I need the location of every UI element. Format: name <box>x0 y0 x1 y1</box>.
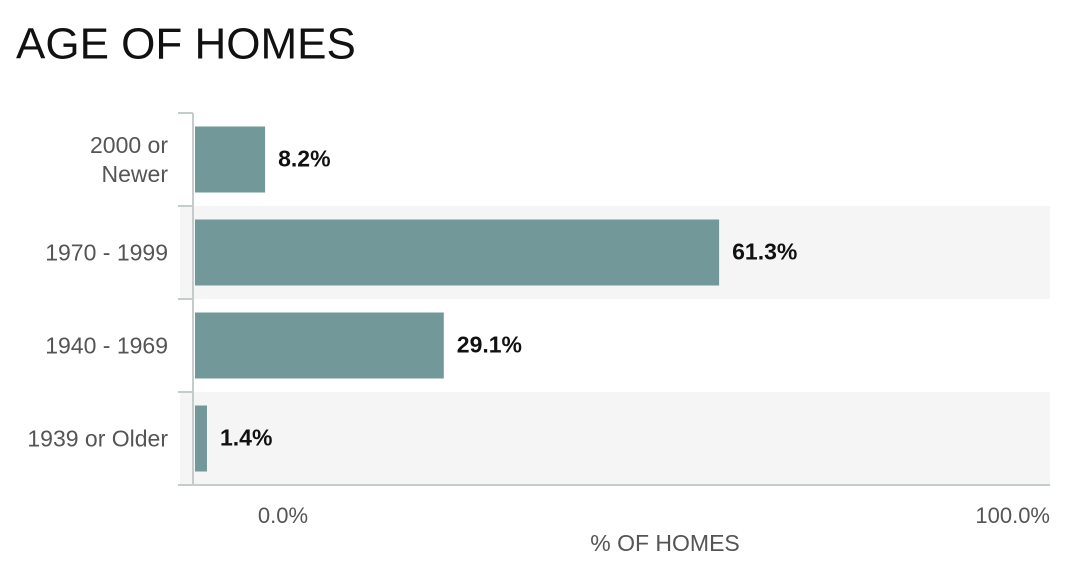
chart-title: AGE OF HOMES <box>16 20 356 69</box>
x-tick-label: 100.0% <box>975 503 1050 528</box>
row-background <box>180 392 1050 485</box>
y-tick-label: 1940 - 1969 <box>45 332 168 358</box>
value-label: 1.4% <box>220 425 272 451</box>
x-tick-label: 0.0% <box>258 503 308 528</box>
bar <box>195 126 266 193</box>
x-axis-label: % OF HOMES <box>590 530 740 556</box>
bar <box>195 405 207 472</box>
value-label: 8.2% <box>278 146 330 172</box>
bar <box>195 219 720 286</box>
y-tick-label: 1970 - 1999 <box>45 239 168 265</box>
bar <box>195 312 444 379</box>
y-tick-label: 2000 or Newer <box>89 131 168 187</box>
y-tick-label: 1939 or Older <box>27 425 168 451</box>
value-label: 29.1% <box>457 332 522 358</box>
value-label: 61.3% <box>732 239 797 265</box>
